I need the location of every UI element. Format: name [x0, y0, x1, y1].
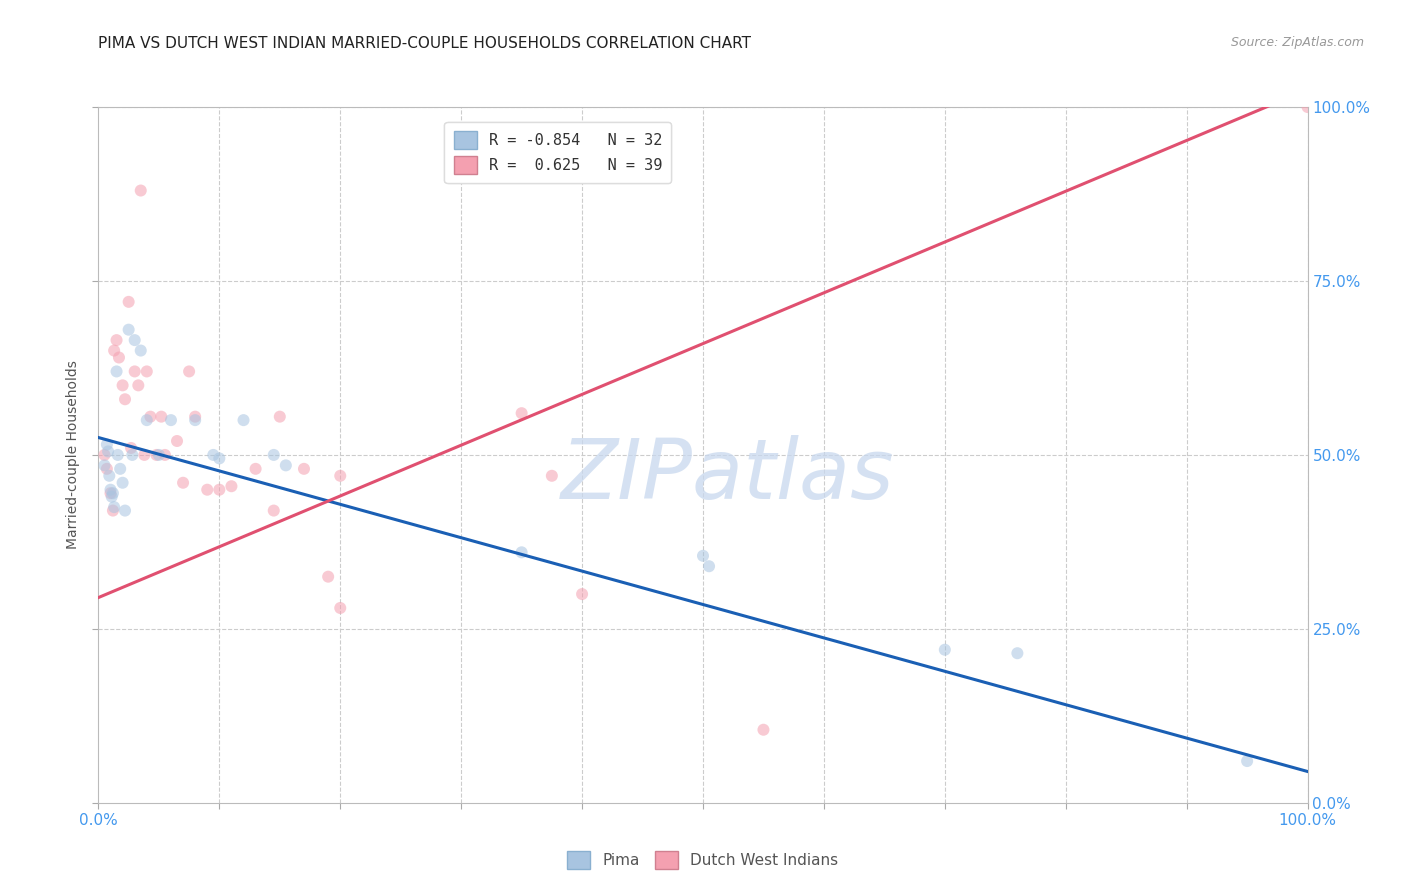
Point [274, 458, 297, 473]
Point [179, 364, 201, 378]
Point [134, 448, 156, 462]
Point [232, 413, 254, 427]
Text: PIMA VS DUTCH WEST INDIAN MARRIED-COUPLE HOUSEHOLDS CORRELATION CHART: PIMA VS DUTCH WEST INDIAN MARRIED-COUPLE… [98, 36, 751, 51]
Point [111, 378, 134, 392]
Point [263, 448, 285, 462]
Point [129, 343, 152, 358]
Point [195, 483, 218, 497]
Point [145, 448, 167, 462]
Point [107, 448, 129, 462]
Legend: Pima, Dutch West Indians: Pima, Dutch West Indians [561, 845, 845, 875]
Point [184, 409, 207, 424]
Point [1007, 646, 1029, 660]
Point [98, 468, 121, 483]
Point [135, 413, 157, 427]
Point [108, 462, 131, 476]
Point [329, 468, 352, 483]
Point [129, 184, 152, 198]
Point [105, 364, 128, 378]
Point [96, 437, 118, 451]
Point [105, 333, 128, 347]
Text: Source: ZipAtlas.com: Source: ZipAtlas.com [1230, 36, 1364, 49]
Point [100, 483, 122, 497]
Point [692, 549, 714, 563]
Point [96, 462, 118, 476]
Point [135, 364, 157, 378]
Point [153, 448, 176, 462]
Point [103, 343, 125, 358]
Point [292, 462, 315, 476]
Point [139, 409, 162, 424]
Point [510, 406, 533, 420]
Point [101, 486, 124, 500]
Point [121, 448, 143, 462]
Point [329, 601, 352, 615]
Point [114, 392, 136, 407]
Point [160, 413, 183, 427]
Point [172, 475, 194, 490]
Point [697, 559, 720, 574]
Point [93, 448, 115, 462]
Point [934, 642, 956, 657]
Point [148, 448, 170, 462]
Point [114, 503, 136, 517]
Point [100, 490, 122, 504]
Point [245, 462, 267, 476]
Point [120, 441, 142, 455]
Legend: R = -0.854   N = 32, R =  0.625   N = 39: R = -0.854 N = 32, R = 0.625 N = 39 [444, 121, 671, 184]
Point [101, 503, 124, 517]
Point [93, 458, 115, 473]
Point [269, 409, 291, 424]
Point [1296, 100, 1319, 114]
Point [124, 333, 146, 347]
Point [108, 351, 131, 365]
Point [97, 444, 120, 458]
Text: ZIPatlas: ZIPatlas [561, 435, 894, 516]
Point [541, 468, 564, 483]
Point [1236, 754, 1258, 768]
Point [208, 451, 231, 466]
Point [118, 294, 141, 309]
Point [150, 409, 173, 424]
Y-axis label: Married-couple Households: Married-couple Households [66, 360, 80, 549]
Point [571, 587, 593, 601]
Point [202, 448, 225, 462]
Point [103, 500, 125, 514]
Point [166, 434, 188, 448]
Point [221, 479, 243, 493]
Point [127, 378, 149, 392]
Point [316, 570, 339, 584]
Point [124, 364, 146, 378]
Point [510, 545, 533, 559]
Point [118, 323, 141, 337]
Point [100, 486, 122, 500]
Point [111, 475, 134, 490]
Point [263, 503, 285, 517]
Point [184, 413, 207, 427]
Point [208, 483, 231, 497]
Point [752, 723, 775, 737]
